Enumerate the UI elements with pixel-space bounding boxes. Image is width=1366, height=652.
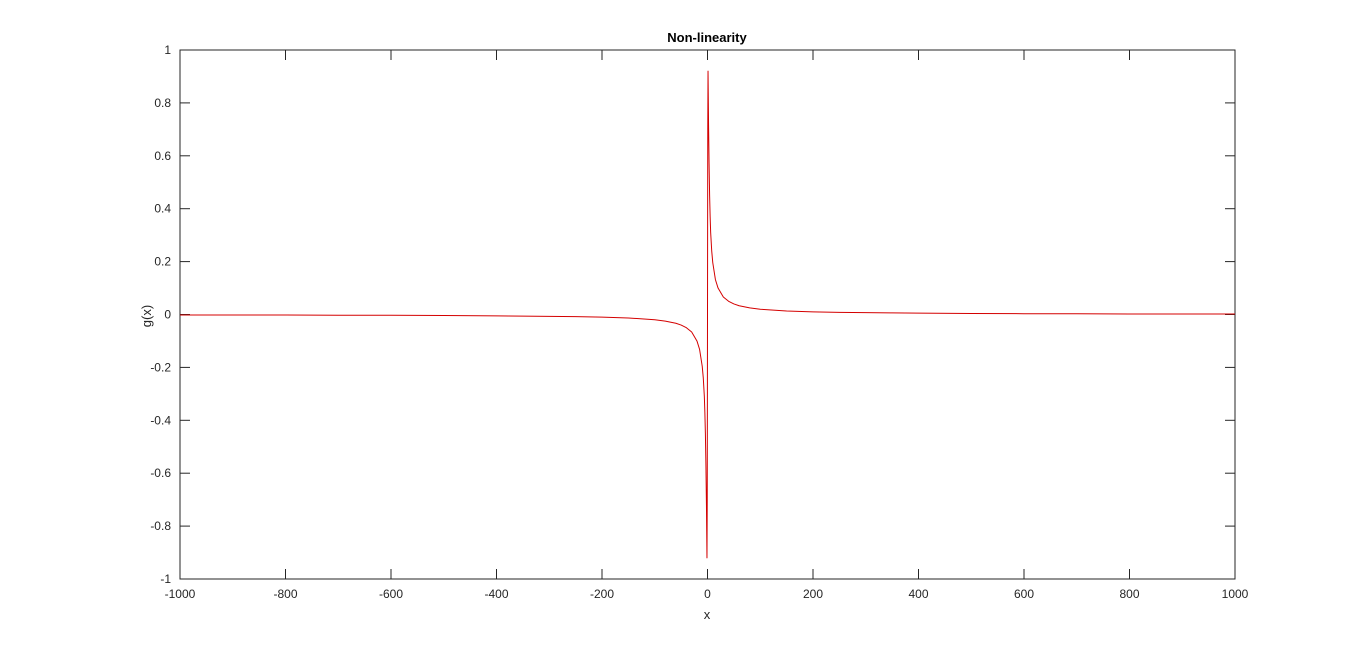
x-tick-label: 600 (1014, 587, 1034, 601)
y-tick-label: -0.6 (150, 466, 171, 480)
plot-area (179, 49, 1236, 580)
series-line (180, 70, 1235, 559)
y-tick-label: 1 (164, 43, 171, 57)
y-tick-label: 0.8 (154, 96, 171, 110)
x-axis-label: x (704, 607, 711, 622)
x-tick-label: 0 (704, 587, 711, 601)
x-tick-label: -200 (590, 587, 614, 601)
y-tick-label: -0.2 (150, 360, 171, 374)
x-tick-label: 800 (1119, 587, 1139, 601)
chart-title: Non-linearity (667, 30, 747, 45)
y-tick-label: 0.4 (154, 202, 171, 216)
y-tick-label: -1 (160, 572, 171, 586)
x-tick-label: -600 (379, 587, 403, 601)
y-tick-label: -0.8 (150, 519, 171, 533)
x-tick-label: -800 (273, 587, 297, 601)
x-tick-label: 200 (803, 587, 823, 601)
x-tick-label: 1000 (1222, 587, 1249, 601)
x-tick-label: -1000 (165, 587, 196, 601)
y-tick-label: 0.6 (154, 149, 171, 163)
series-layer (180, 70, 1235, 559)
x-tick-label: -400 (484, 587, 508, 601)
x-tick-label: 400 (908, 587, 928, 601)
y-tick-label: 0 (164, 308, 171, 322)
y-tick-label: 0.2 (154, 255, 171, 269)
x-tick-labels: -1000 -800 -600 -400 -200 0 200 400 600 800 1000 (165, 587, 1249, 601)
y-axis-label: g(x) (139, 305, 154, 327)
y-tick-label: -0.4 (150, 413, 171, 427)
y-tick-labels: -1 -0.8 -0.6 -0.4 -0.2 0 0.2 0.4 0.6 0.8 1 (150, 43, 171, 586)
tick-marks (179, 49, 1236, 580)
